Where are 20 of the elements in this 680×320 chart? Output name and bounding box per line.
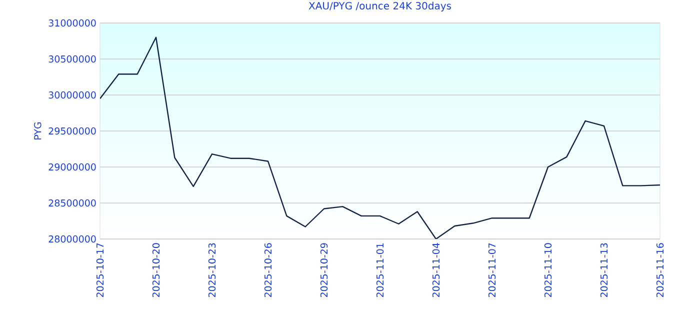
y-tick-label: 30000000 [48, 91, 96, 99]
y-tick-label: 29000000 [48, 163, 96, 171]
y-tick-label: 31000000 [48, 19, 96, 27]
x-tick-label: 2025-11-04 [432, 243, 440, 298]
x-tick-label: 2025-10-26 [264, 243, 272, 298]
y-tick-label: 28000000 [48, 235, 96, 243]
y-tick-label: 28500000 [48, 199, 96, 207]
x-tick-label: 2025-10-20 [152, 243, 160, 298]
x-tick-label: 2025-11-16 [656, 243, 664, 298]
x-tick-label: 2025-10-17 [96, 243, 104, 298]
chart-title: XAU/PYG /ounce 24K 30days [308, 2, 452, 12]
x-tick-label: 2025-11-13 [600, 243, 608, 298]
x-tick-label: 2025-11-07 [488, 243, 496, 298]
x-tick-label: 2025-10-23 [208, 243, 216, 298]
x-tick-label: 2025-10-29 [320, 243, 328, 298]
x-tick-label: 2025-11-01 [376, 243, 384, 298]
y-axis-title: PYG [34, 122, 42, 140]
y-tick-label: 29500000 [48, 127, 96, 135]
x-tick-label: 2025-11-10 [544, 243, 552, 298]
y-tick-label: 30500000 [48, 55, 96, 63]
